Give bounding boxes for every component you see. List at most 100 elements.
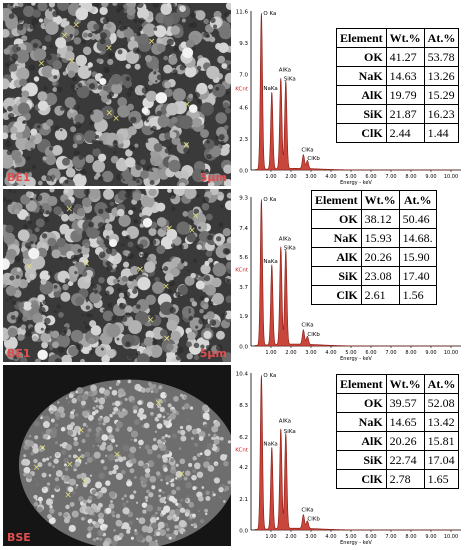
analysis-point-markers: ××××××××××: [38, 21, 191, 151]
header-at: At.%: [423, 374, 460, 394]
header-at: At.%: [423, 28, 460, 48]
x-tick-label: 1.00: [265, 350, 276, 356]
analysis-point-markers: ××××××××××: [33, 398, 186, 500]
wt-cell: 20.26: [385, 431, 425, 451]
element-cell: SiK: [336, 104, 387, 124]
svg-text:×: ×: [81, 477, 89, 487]
wt-cell: 19.79: [385, 85, 425, 105]
svg-text:×: ×: [182, 141, 190, 151]
x-tick-label: 2.00: [285, 534, 296, 540]
x-tick-label: 7.00: [385, 174, 396, 180]
y-tick-label: 4.6: [239, 105, 248, 111]
table-row: NaK 15.93 14.68.: [311, 228, 437, 248]
element-cell: NaK: [336, 412, 387, 432]
particle-texture: [3, 3, 231, 186]
x-tick-label: 4.00: [325, 534, 336, 540]
element-cell: AlK: [336, 85, 387, 105]
wt-cell: 21.87: [385, 104, 425, 124]
at-cell: 1.44: [423, 123, 460, 143]
svg-text:×: ×: [147, 316, 155, 326]
sem-micrograph-3: × × × × × × × × × × BSE: [3, 365, 231, 546]
peak-label: ClKa: [301, 507, 313, 513]
table-row: NaK 14.63 13.26: [336, 66, 460, 86]
y-tick-label: 7.0: [239, 73, 248, 79]
svg-text:×: ×: [68, 57, 76, 67]
at-cell: 50.46: [398, 209, 437, 229]
x-tick-label: 1.00: [265, 534, 276, 540]
at-cell: 16.23: [423, 104, 460, 124]
element-cell: OK: [311, 209, 362, 229]
header-element: Element: [336, 28, 387, 48]
image-mode-label: BE1: [7, 347, 31, 360]
y-unit-label: KCnt: [235, 268, 249, 274]
sem-micrograph-1: × × × × × × × × × × BE1 5μm: [3, 3, 231, 186]
y-tick-label: 7.4: [239, 226, 248, 232]
x-tick-label: 2.00: [285, 350, 296, 356]
wt-cell: 41.27: [385, 47, 425, 67]
wt-cell: 20.26: [360, 247, 400, 267]
y-tick-label: 0.0: [239, 529, 248, 535]
x-tick-label: 6.00: [365, 350, 376, 356]
x-tick-label: 7.00: [385, 534, 396, 540]
at-cell: 53.78: [423, 47, 460, 67]
at-cell: 1.65: [423, 469, 460, 489]
particle-texture: [3, 365, 231, 546]
at-cell: 13.26: [423, 66, 460, 86]
spectrum-curve: [254, 375, 457, 531]
header-wt: Wt.%: [385, 374, 425, 394]
svg-text:×: ×: [72, 21, 80, 31]
svg-text:×: ×: [38, 59, 46, 69]
wt-cell: 22.74: [385, 450, 425, 470]
y-tick-label: 0.0: [239, 169, 248, 175]
peak-label: ClKa: [301, 323, 313, 329]
x-axis-label: Energy - keV: [340, 356, 372, 362]
y-tick-label: 4.2: [239, 465, 248, 471]
scale-bar-label: 5μm: [200, 347, 227, 360]
svg-text:×: ×: [183, 100, 191, 110]
table-row: OK 39.57 52.08: [336, 393, 460, 413]
header-element: Element: [311, 190, 362, 210]
peak-label: O Ka: [263, 373, 276, 379]
element-cell: OK: [336, 47, 387, 67]
svg-text:×: ×: [113, 450, 121, 460]
x-tick-label: 5.00: [345, 534, 356, 540]
wt-cell: 15.93: [360, 228, 400, 248]
x-tick-label: 4.00: [325, 350, 336, 356]
x-tick-label: 3.00: [305, 174, 316, 180]
table-row: AlK 20.26 15.81: [336, 431, 460, 451]
svg-text:×: ×: [162, 282, 170, 292]
peak-label: ClKb: [307, 156, 320, 162]
wt-cell: 2.61: [360, 285, 400, 305]
element-cell: AlK: [311, 247, 362, 267]
x-tick-label: 9.00: [425, 534, 436, 540]
x-tick-label: 7.00: [385, 350, 396, 356]
x-tick-label: 5.00: [345, 350, 356, 356]
peak-label: ClKb: [307, 332, 320, 338]
peak-label: AlKa: [279, 418, 291, 424]
x-tick-label: 2.00: [285, 174, 296, 180]
at-cell: 14.68.: [398, 228, 437, 248]
svg-text:×: ×: [105, 44, 113, 54]
x-tick-label: 3.00: [305, 350, 316, 356]
peak-label: ClKa: [301, 147, 313, 153]
table-row: ClK 2.78 1.65: [336, 469, 460, 489]
table-header-row: Element Wt.% At.%: [336, 28, 460, 48]
y-tick-label: 5.6: [239, 255, 248, 261]
x-tick-label: 6.00: [365, 174, 376, 180]
peak-label: NaKa: [263, 441, 277, 447]
svg-text:×: ×: [155, 398, 163, 408]
header-element: Element: [336, 374, 387, 394]
composition-table-2: Element Wt.% At.% OK 38.12 50.46 NaK 15.…: [311, 190, 437, 305]
at-cell: 17.04: [423, 450, 460, 470]
svg-text:×: ×: [112, 114, 120, 124]
element-cell: ClK: [311, 285, 362, 305]
table-row: OK 38.12 50.46: [311, 209, 437, 229]
y-tick-label: 9.3: [239, 196, 248, 202]
y-unit-label: KCnt: [235, 87, 249, 93]
sem-micrograph-2: × × × × × × × × × × BE1 5μm: [3, 189, 231, 362]
svg-text:×: ×: [148, 37, 156, 47]
table-row: NaK 14.65 13.42: [336, 412, 460, 432]
x-tick-label: 9.00: [425, 174, 436, 180]
wt-cell: 14.65: [385, 412, 425, 432]
table-row: AlK 20.26 15.90: [311, 247, 437, 267]
